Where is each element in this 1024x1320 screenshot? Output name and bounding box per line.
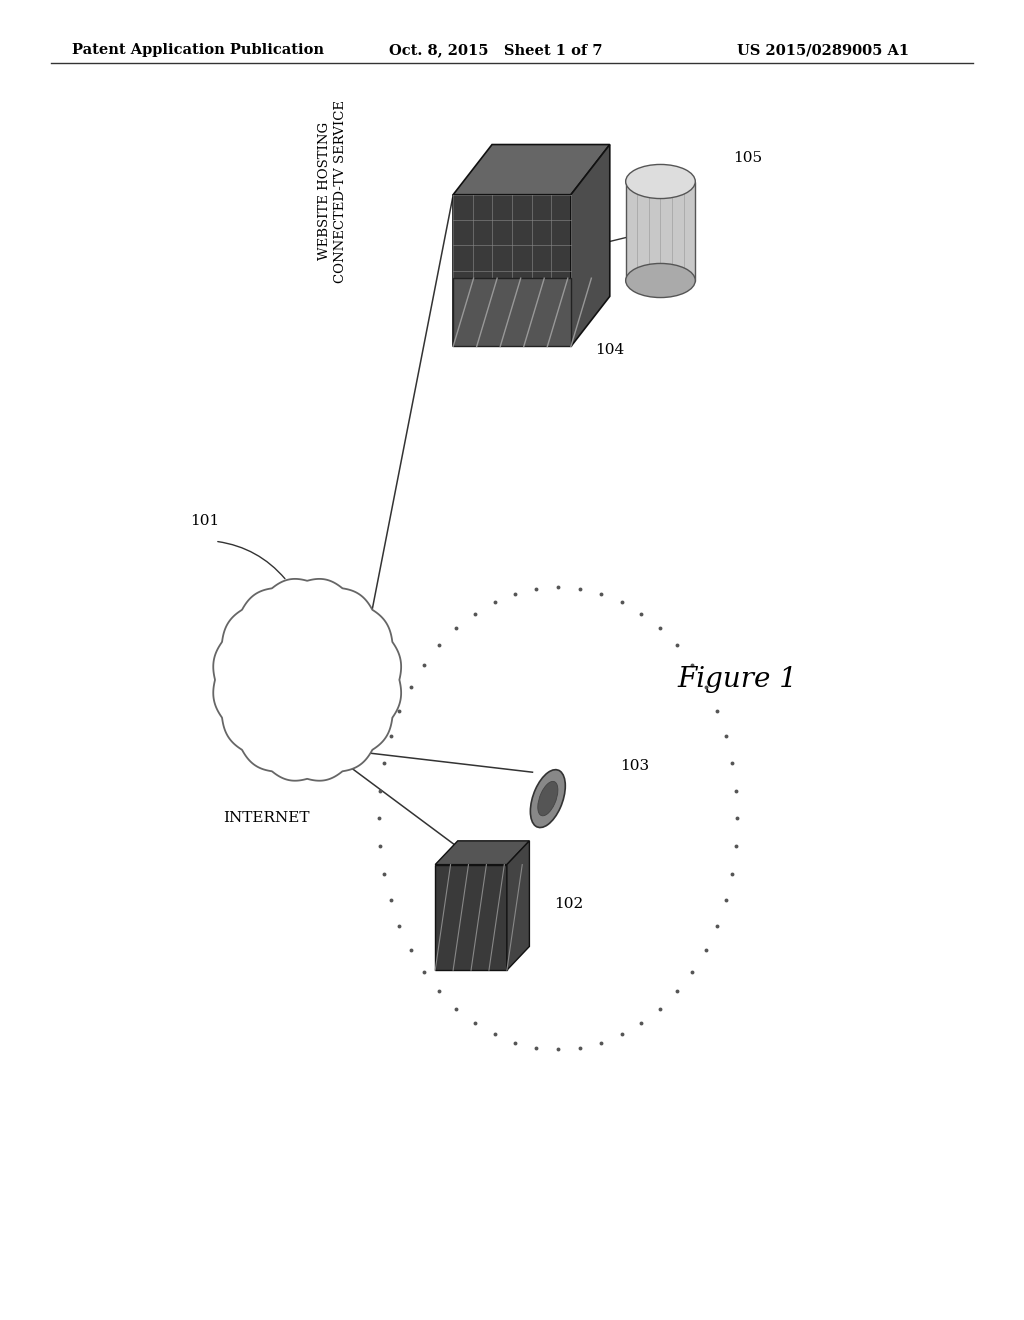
Ellipse shape bbox=[626, 264, 695, 297]
Polygon shape bbox=[435, 841, 529, 865]
Text: Figure 1: Figure 1 bbox=[677, 667, 798, 693]
Ellipse shape bbox=[626, 165, 695, 198]
Text: US 2015/0289005 A1: US 2015/0289005 A1 bbox=[737, 44, 909, 57]
Polygon shape bbox=[453, 195, 571, 346]
Ellipse shape bbox=[538, 781, 558, 816]
Text: 102: 102 bbox=[554, 898, 583, 911]
Polygon shape bbox=[453, 144, 610, 195]
Polygon shape bbox=[213, 579, 401, 780]
Text: Oct. 8, 2015   Sheet 1 of 7: Oct. 8, 2015 Sheet 1 of 7 bbox=[389, 44, 602, 57]
Text: INTERNET: INTERNET bbox=[223, 812, 309, 825]
Text: Patent Application Publication: Patent Application Publication bbox=[72, 44, 324, 57]
Polygon shape bbox=[571, 144, 610, 346]
Text: WEBSITE HOSTING
CONNECTED-TV SERVICE: WEBSITE HOSTING CONNECTED-TV SERVICE bbox=[318, 100, 347, 282]
Polygon shape bbox=[453, 279, 571, 346]
Polygon shape bbox=[507, 841, 529, 970]
Text: 105: 105 bbox=[733, 152, 762, 165]
Text: 103: 103 bbox=[621, 759, 649, 772]
Polygon shape bbox=[626, 181, 695, 281]
Polygon shape bbox=[435, 865, 507, 970]
Text: 101: 101 bbox=[190, 515, 219, 528]
Text: 104: 104 bbox=[595, 343, 624, 356]
Ellipse shape bbox=[530, 770, 565, 828]
